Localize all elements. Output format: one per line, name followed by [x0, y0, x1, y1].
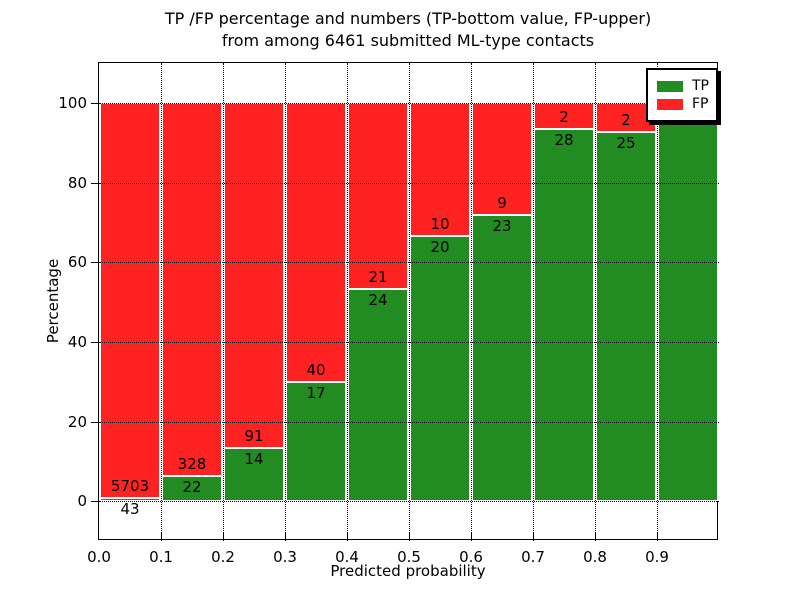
x-tick-label: 0.7 — [521, 548, 545, 566]
x-axis-tick — [347, 533, 348, 539]
legend-label: TP — [692, 78, 709, 94]
bar-tp-count-label: 25 — [616, 134, 636, 153]
bar-fp-segment — [100, 102, 160, 499]
x-axis-tick — [223, 533, 224, 539]
grid-line-vertical — [161, 63, 162, 541]
y-axis-tick — [91, 102, 98, 104]
bar-fp-segment — [162, 102, 222, 477]
x-axis-tick — [161, 533, 162, 539]
bar-fp-count-label: 5703 — [110, 477, 150, 496]
bar-tp-count-label: 17 — [306, 384, 326, 403]
x-tick-label: 0.5 — [397, 548, 421, 566]
bar-tp-segment — [348, 288, 408, 502]
bar-fp-count-label: 328 — [177, 455, 207, 474]
plot-area: TP FP 0 20 40 60 80 100 0.0 0.1 0.2 0.3 0.4 0.5 0.6 0.… — [58, 62, 719, 566]
bar-tp-segment — [658, 102, 718, 502]
x-axis-tick — [285, 533, 286, 539]
grid-line-vertical — [595, 63, 596, 541]
x-tick-label: 0.4 — [335, 548, 359, 566]
bar-fp-count-label: 2 — [559, 108, 569, 127]
bar-fp-count-label: 2 — [621, 111, 631, 130]
y-tick-label: 100 — [58, 93, 87, 112]
chart-title-line1: TP /FP percentage and numbers (TP-bottom… — [164, 9, 652, 28]
legend-label: FP — [692, 96, 709, 112]
bar-tp-count-label: 22 — [182, 478, 202, 497]
y-tick-label: 0 — [77, 492, 87, 511]
x-axis-tick — [595, 533, 596, 539]
x-tick-label: 0.6 — [459, 548, 483, 566]
y-axis-tick — [91, 182, 98, 184]
legend-swatch-tp — [657, 80, 683, 92]
grid-line-vertical — [471, 63, 472, 541]
bar-tp-count-label: 23 — [492, 216, 512, 235]
bar-tp-segment — [534, 129, 594, 502]
bar-tp-count-label: 28 — [554, 131, 574, 150]
bar-fp-count-label: 21 — [368, 267, 388, 286]
bar-tp-segment — [100, 498, 160, 502]
x-tick-label: 0.8 — [583, 548, 607, 566]
x-tick-label: 0.0 — [87, 548, 111, 566]
bar-tp-count-label: 43 — [120, 500, 140, 519]
x-tick-label: 0.3 — [273, 548, 297, 566]
chart-title: TP /FP percentage and numbers (TP-bottom… — [98, 8, 718, 52]
x-axis-label: Predicted probability — [330, 562, 486, 580]
bar-fp-segment — [286, 102, 346, 383]
bar-tp-count-label: 24 — [368, 290, 388, 309]
bar-fp-count-label: 91 — [244, 427, 264, 446]
bar-fp-count-label: 9 — [497, 193, 507, 212]
chart-title-line2: from among 6461 submitted ML-type contac… — [221, 31, 595, 50]
y-tick-label: 20 — [67, 412, 87, 431]
grid-line-vertical — [223, 63, 224, 541]
y-axis-tick — [91, 501, 98, 503]
bar-tp-segment — [410, 235, 470, 502]
bar-tp-count-label: 14 — [244, 450, 264, 469]
x-axis-tick — [471, 533, 472, 539]
legend-swatch-fp — [657, 98, 683, 110]
y-axis-tick — [91, 341, 98, 343]
bar-fp-segment — [472, 102, 532, 215]
bar-fp-count-label: 10 — [430, 214, 450, 233]
y-tick-label: 80 — [67, 173, 87, 192]
bar-tp-segment — [224, 448, 284, 502]
bar-fp-segment — [534, 102, 594, 130]
bar-tp-segment — [162, 476, 222, 502]
y-tick-label: 40 — [67, 332, 87, 351]
x-axis-tick — [533, 533, 534, 539]
x-tick-label: 0.1 — [149, 548, 173, 566]
bar-tp-segment — [286, 382, 346, 502]
bar-fp-segment — [410, 102, 470, 236]
grid-line-vertical — [347, 63, 348, 541]
legend: TP FP — [646, 68, 718, 122]
bar-tp-segment — [472, 214, 532, 502]
bar-fp-segment — [224, 102, 284, 449]
grid-line-vertical — [285, 63, 286, 541]
grid-line-vertical — [409, 63, 410, 541]
x-tick-label: 0.2 — [211, 548, 235, 566]
x-axis-tick — [657, 533, 658, 539]
bar-fp-count-label: 40 — [306, 361, 326, 380]
grid-line-vertical — [657, 63, 658, 541]
x-tick-label: 0.9 — [645, 548, 669, 566]
legend-row: TP — [657, 78, 709, 94]
bar-tp-segment — [596, 132, 656, 502]
bar-tp-count-label: 20 — [430, 237, 450, 256]
y-axis-tick — [91, 421, 98, 423]
x-axis-tick — [409, 533, 410, 539]
bar-fp-segment — [348, 102, 408, 289]
y-tick-label: 60 — [67, 253, 87, 272]
y-axis-tick — [91, 262, 98, 264]
grid-line-vertical — [533, 63, 534, 541]
legend-row: FP — [657, 96, 709, 112]
